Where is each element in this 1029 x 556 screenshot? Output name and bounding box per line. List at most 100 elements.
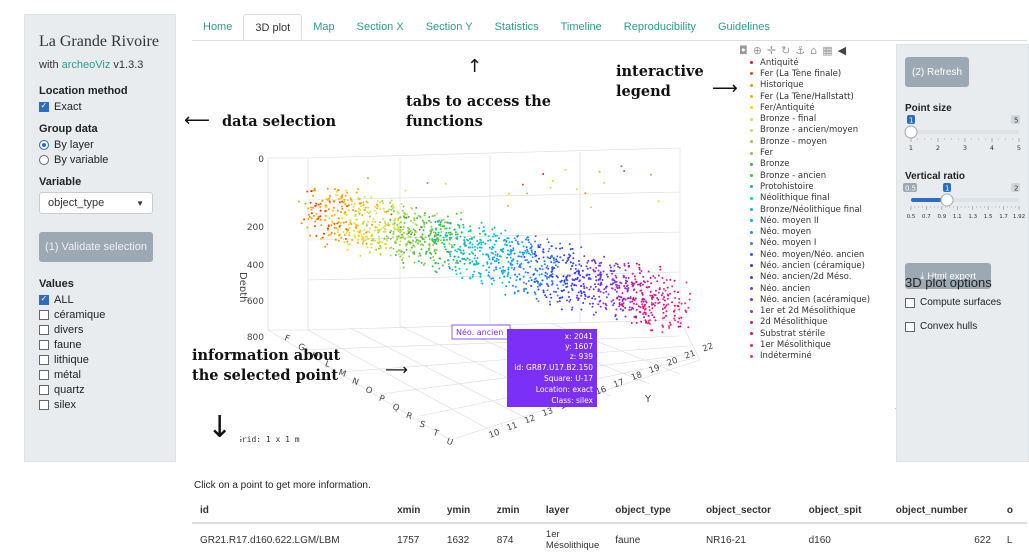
data-point[interactable] (355, 226, 358, 229)
data-point[interactable] (611, 278, 614, 281)
data-point[interactable] (430, 231, 433, 234)
data-point[interactable] (326, 243, 329, 246)
data-point[interactable] (657, 200, 660, 203)
data-point[interactable] (334, 238, 337, 241)
data-point[interactable] (433, 248, 436, 251)
data-point[interactable] (456, 233, 459, 236)
data-point[interactable] (508, 192, 511, 195)
data-point[interactable] (559, 296, 562, 299)
data-point[interactable] (526, 259, 528, 261)
data-point[interactable] (392, 226, 395, 229)
data-point[interactable] (643, 305, 646, 308)
data-point[interactable] (568, 243, 571, 246)
data-point[interactable] (522, 267, 525, 270)
data-point[interactable] (313, 187, 316, 190)
data-point[interactable] (376, 241, 379, 244)
data-point[interactable] (450, 244, 453, 247)
legend-item[interactable]: Historique (750, 80, 870, 91)
data-point[interactable] (512, 249, 515, 251)
data-point[interactable] (594, 275, 597, 278)
legend-item[interactable]: Néo. ancien (céramique) (750, 260, 870, 271)
data-point[interactable] (356, 187, 359, 190)
data-point[interactable] (478, 271, 480, 274)
data-point[interactable] (454, 269, 457, 272)
data-point[interactable] (436, 212, 438, 215)
data-point[interactable] (530, 251, 533, 253)
data-point[interactable] (402, 261, 405, 264)
data-point[interactable] (647, 315, 650, 317)
data-point[interactable] (629, 301, 632, 303)
data-point[interactable] (471, 246, 474, 249)
data-point[interactable] (542, 173, 545, 175)
data-point[interactable] (644, 303, 646, 306)
data-point[interactable] (469, 241, 472, 244)
data-point[interactable] (464, 258, 467, 261)
data-point[interactable] (417, 260, 420, 263)
data-point[interactable] (376, 228, 379, 231)
data-point[interactable] (415, 231, 418, 233)
data-point[interactable] (343, 200, 346, 203)
data-point[interactable] (631, 272, 634, 275)
data-point[interactable] (650, 311, 653, 314)
checkbox-icon[interactable] (39, 294, 49, 305)
data-point[interactable] (454, 231, 457, 234)
data-point[interactable] (363, 220, 366, 223)
data-point[interactable] (419, 226, 422, 229)
data-point[interactable] (635, 303, 638, 306)
data-point[interactable] (514, 285, 517, 288)
data-point[interactable] (479, 239, 482, 242)
data-point[interactable] (454, 249, 457, 252)
data-point[interactable] (506, 273, 509, 276)
data-point[interactable] (643, 316, 645, 319)
data-point[interactable] (413, 231, 416, 234)
data-point[interactable] (526, 250, 529, 253)
data-point[interactable] (538, 245, 540, 248)
data-point[interactable] (509, 256, 512, 259)
data-point[interactable] (314, 204, 317, 207)
data-point[interactable] (336, 209, 339, 212)
data-point[interactable] (449, 250, 452, 253)
data-point[interactable] (578, 263, 581, 266)
data-point[interactable] (413, 219, 416, 222)
data-point[interactable] (453, 255, 456, 258)
data-point[interactable] (307, 213, 310, 216)
data-point[interactable] (504, 229, 507, 232)
data-point[interactable] (315, 212, 318, 215)
data-point[interactable] (507, 268, 510, 271)
data-point[interactable] (532, 273, 535, 276)
data-point[interactable] (448, 227, 451, 230)
radio-icon[interactable] (39, 140, 49, 150)
data-point[interactable] (586, 261, 589, 264)
data-point[interactable] (627, 276, 630, 279)
data-point[interactable] (628, 264, 631, 267)
data-point[interactable] (651, 298, 654, 300)
data-point[interactable] (603, 255, 606, 258)
data-point[interactable] (550, 245, 553, 247)
data-point[interactable] (615, 318, 618, 321)
data-point[interactable] (362, 240, 365, 243)
data-point[interactable] (566, 282, 569, 285)
data-point[interactable] (321, 236, 324, 239)
data-point[interactable] (647, 270, 650, 273)
by-variable-radio[interactable]: By variable (39, 154, 161, 166)
legend-item[interactable]: Fer (750, 147, 870, 158)
data-point[interactable] (646, 280, 649, 283)
data-point[interactable] (451, 268, 454, 271)
data-point[interactable] (644, 281, 646, 284)
data-point[interactable] (309, 234, 311, 237)
data-point[interactable] (445, 227, 448, 230)
data-point[interactable] (422, 221, 425, 224)
data-point[interactable] (407, 232, 410, 235)
data-point[interactable] (394, 239, 397, 242)
data-point[interactable] (348, 233, 351, 236)
data-point[interactable] (622, 297, 625, 300)
data-point[interactable] (605, 296, 608, 299)
data-point[interactable] (644, 300, 647, 303)
data-point[interactable] (485, 253, 488, 256)
data-point[interactable] (591, 302, 594, 305)
data-point[interactable] (616, 263, 619, 266)
data-point[interactable] (399, 237, 402, 239)
data-point[interactable] (507, 260, 510, 263)
data-point[interactable] (547, 250, 550, 253)
data-point[interactable] (674, 319, 677, 322)
